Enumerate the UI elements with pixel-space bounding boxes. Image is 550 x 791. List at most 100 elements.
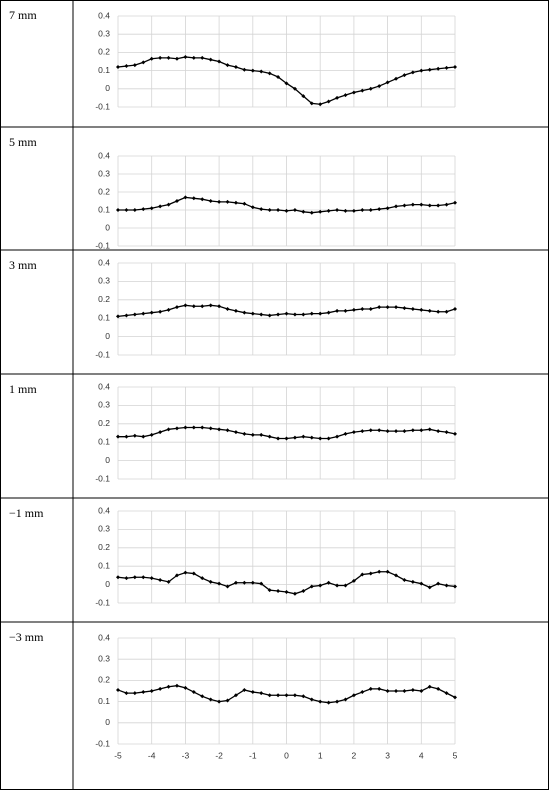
data-point bbox=[250, 68, 255, 73]
x-tick-label: 0 bbox=[284, 750, 289, 760]
y-tick-label: 0.1 bbox=[98, 696, 110, 706]
data-point bbox=[368, 571, 373, 576]
row-label: 3 mm bbox=[9, 258, 37, 272]
data-point bbox=[436, 429, 441, 434]
data-point bbox=[335, 434, 340, 439]
data-point bbox=[301, 589, 306, 594]
data-point bbox=[149, 56, 154, 61]
data-point bbox=[267, 208, 272, 212]
data-point bbox=[124, 576, 129, 581]
y-tick-label: -0.1 bbox=[95, 349, 110, 359]
y-tick-label: 0.1 bbox=[98, 312, 110, 322]
data-point bbox=[183, 425, 188, 430]
data-point bbox=[183, 303, 188, 308]
data-point bbox=[360, 307, 365, 311]
data-point bbox=[377, 686, 382, 691]
data-point bbox=[200, 55, 205, 60]
data-point bbox=[284, 589, 289, 594]
data-point bbox=[402, 689, 407, 693]
data-point bbox=[301, 209, 306, 214]
data-point bbox=[351, 90, 356, 95]
data-point bbox=[419, 428, 424, 433]
data-point bbox=[174, 573, 179, 578]
x-tick-label: -3 bbox=[182, 750, 190, 760]
y-tick-label: 0 bbox=[105, 455, 110, 465]
data-point bbox=[318, 583, 323, 588]
data-point bbox=[444, 202, 449, 207]
data-point bbox=[385, 206, 390, 211]
data-point bbox=[410, 687, 415, 692]
x-tick-label: -2 bbox=[215, 750, 223, 760]
data-point bbox=[158, 204, 163, 209]
row-label: −3 mm bbox=[9, 630, 44, 644]
data-point bbox=[318, 209, 323, 214]
y-tick-label: 0.2 bbox=[98, 418, 110, 428]
y-tick-label: 0.3 bbox=[98, 400, 110, 410]
data-point bbox=[259, 432, 264, 437]
data-point bbox=[368, 686, 373, 691]
y-tick-label: 0.2 bbox=[98, 47, 110, 57]
data-point bbox=[259, 207, 264, 212]
data-point bbox=[124, 208, 129, 212]
data-point bbox=[259, 312, 264, 317]
data-point bbox=[149, 310, 154, 315]
y-tick-label: -0.1 bbox=[95, 101, 110, 111]
data-point bbox=[225, 584, 230, 589]
data-point bbox=[402, 306, 407, 311]
data-point bbox=[276, 589, 281, 594]
y-tick-label: 0.4 bbox=[98, 381, 110, 391]
data-point bbox=[368, 86, 373, 91]
y-tick-label: -0.1 bbox=[95, 738, 110, 748]
data-point bbox=[284, 693, 289, 698]
data-point bbox=[116, 314, 120, 319]
data-point bbox=[326, 436, 331, 441]
data-point bbox=[124, 313, 129, 318]
y-tick-label: 0.3 bbox=[98, 276, 110, 286]
data-point bbox=[343, 583, 348, 588]
data-point bbox=[436, 581, 441, 586]
data-point bbox=[183, 195, 188, 200]
data-point bbox=[158, 309, 163, 314]
data-point bbox=[309, 584, 314, 589]
data-point bbox=[335, 583, 340, 588]
y-tick-label: 0.4 bbox=[98, 505, 110, 515]
data-point bbox=[301, 434, 306, 439]
data-point bbox=[419, 689, 424, 693]
data-point bbox=[402, 203, 407, 208]
data-point bbox=[132, 63, 137, 68]
data-point bbox=[208, 57, 213, 62]
data-point bbox=[444, 583, 449, 588]
data-point bbox=[419, 202, 424, 207]
data-point bbox=[217, 427, 222, 432]
data-point bbox=[166, 55, 171, 60]
x-tick-label: 2 bbox=[352, 750, 357, 760]
data-point bbox=[419, 68, 424, 73]
data-point bbox=[453, 431, 457, 436]
data-point bbox=[309, 435, 314, 440]
data-point bbox=[124, 434, 129, 439]
data-point bbox=[200, 694, 205, 699]
y-tick-label: 0.4 bbox=[98, 150, 110, 160]
y-tick-label: 0.2 bbox=[98, 542, 110, 552]
y-tick-label: 0 bbox=[105, 331, 110, 341]
y-tick-label: 0 bbox=[105, 717, 110, 727]
data-point bbox=[141, 311, 146, 316]
row-label: 7 mm bbox=[9, 8, 37, 22]
y-tick-label: 0.4 bbox=[98, 10, 110, 20]
data-point bbox=[427, 427, 432, 432]
data-point bbox=[242, 687, 247, 692]
y-tick-label: 0.3 bbox=[98, 524, 110, 534]
data-point bbox=[410, 307, 415, 311]
data-point bbox=[267, 313, 272, 318]
data-point bbox=[453, 64, 457, 69]
data-point bbox=[200, 576, 205, 581]
data-point bbox=[436, 203, 441, 208]
data-point bbox=[217, 699, 222, 704]
data-point bbox=[267, 71, 272, 76]
y-tick-label: -0.1 bbox=[95, 473, 110, 483]
data-point bbox=[208, 697, 213, 702]
data-point bbox=[259, 69, 264, 74]
data-point bbox=[326, 580, 331, 585]
data-point bbox=[385, 569, 390, 574]
